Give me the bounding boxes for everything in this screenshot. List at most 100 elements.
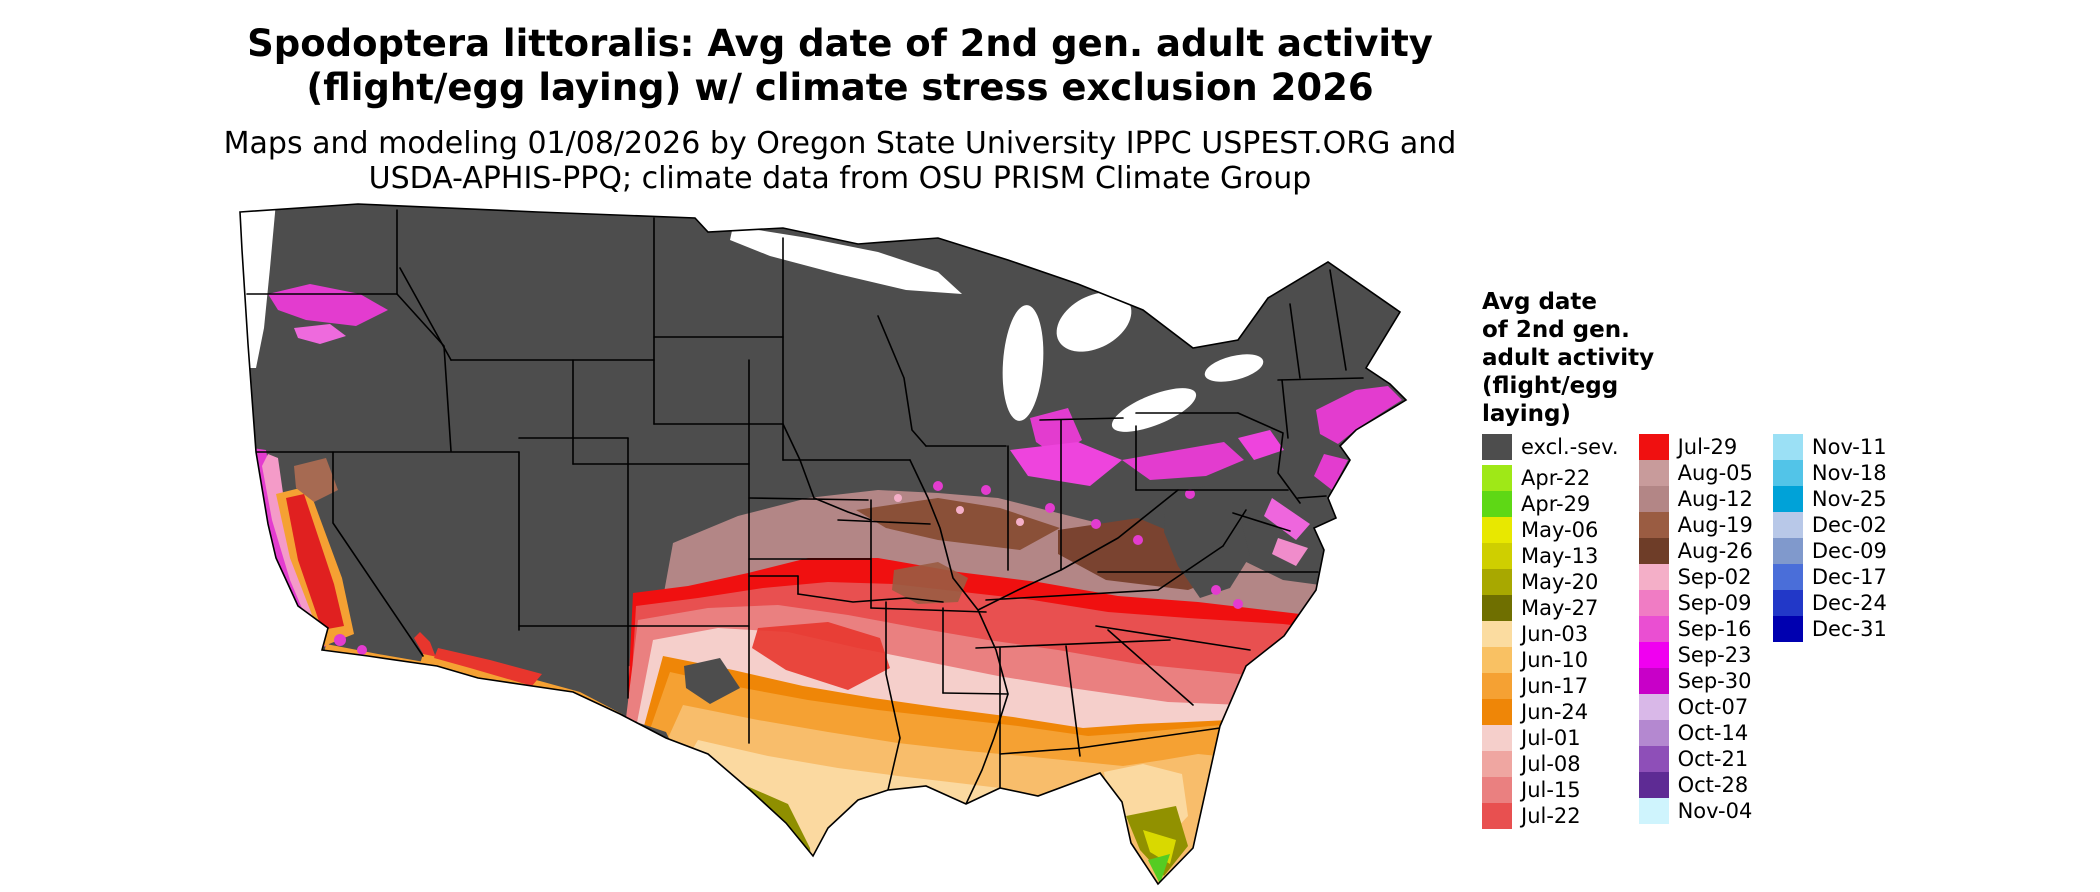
legend-entry-label: Jul-01 <box>1521 726 1581 750</box>
legend-color-swatch <box>1772 512 1803 538</box>
legend-color-swatch <box>1638 746 1669 772</box>
legend-entry-label: Oct-28 <box>1677 773 1749 797</box>
legend-entry-label: Dec-31 <box>1811 617 1887 641</box>
legend-color-swatch <box>1482 777 1512 803</box>
legend-entry: Jul-15 <box>1482 777 1619 803</box>
legend-color-swatch <box>1638 694 1669 720</box>
legend-entry: Aug-05 <box>1638 460 1753 486</box>
legend-color-swatch <box>1772 538 1803 564</box>
legend-entry: Aug-26 <box>1638 538 1753 564</box>
legend-entry-label: Aug-05 <box>1677 461 1753 485</box>
legend-color-swatch <box>1638 642 1669 668</box>
legend-entry-label: Aug-26 <box>1677 539 1753 563</box>
legend-color-swatch <box>1482 803 1512 829</box>
legend-entry-label: Sep-02 <box>1677 565 1752 589</box>
legend-color-swatch <box>1638 798 1669 824</box>
legend-entry-label: Nov-11 <box>1811 435 1887 459</box>
legend-entry: Nov-04 <box>1638 798 1753 824</box>
legend-entry: Sep-16 <box>1638 616 1753 642</box>
legend-entry: Nov-11 <box>1772 434 1887 460</box>
legend-column: excl.-sev. Apr-22 Apr-29 May-06 May-13 May-20… <box>1482 434 1619 829</box>
legend-title: Avg date of 2nd gen. adult activity (fli… <box>1482 288 1887 428</box>
legend-entry-label: Sep-16 <box>1677 617 1752 641</box>
legend-entry: Jun-17 <box>1482 673 1619 699</box>
legend-color-swatch <box>1638 538 1669 564</box>
legend-color-swatch <box>1482 517 1512 543</box>
legend-column: Jul-29 Aug-05 Aug-12 Aug-19 Aug-26 Sep-02 Sep-… <box>1638 434 1753 824</box>
legend-color-swatch <box>1482 751 1512 777</box>
legend-title-line: of 2nd gen. <box>1482 317 1630 343</box>
legend-entry-label: Sep-09 <box>1677 591 1752 615</box>
legend-color-swatch <box>1772 564 1803 590</box>
legend-color-swatch <box>1638 434 1669 460</box>
legend-title-line: (flight/egg <box>1482 373 1619 399</box>
us-choropleth-map <box>239 203 1407 885</box>
legend-color-swatch <box>1638 460 1669 486</box>
legend-entry: May-06 <box>1482 517 1619 543</box>
legend-color-swatch <box>1482 699 1512 725</box>
legend-color-swatch <box>1482 725 1512 751</box>
legend-entry: Oct-21 <box>1638 746 1753 772</box>
legend-color-swatch <box>1482 569 1512 595</box>
legend-entry-label: Aug-19 <box>1677 513 1753 537</box>
legend-entry-label: Nov-04 <box>1677 799 1753 823</box>
legend-entry: Sep-23 <box>1638 642 1753 668</box>
legend-color-swatch <box>1638 590 1669 616</box>
legend-entry: excl.-sev. <box>1482 434 1619 460</box>
legend-entry: Aug-19 <box>1638 512 1753 538</box>
legend-entry: Jul-01 <box>1482 725 1619 751</box>
legend-title-line: laying) <box>1482 401 1571 427</box>
legend-title-line: adult activity <box>1482 345 1655 371</box>
legend-entry: Oct-07 <box>1638 694 1753 720</box>
legend-color-swatch <box>1482 543 1512 569</box>
legend-columns: excl.-sev. Apr-22 Apr-29 May-06 May-13 May-20… <box>1482 434 1887 829</box>
legend-entry-label: Oct-14 <box>1677 721 1749 745</box>
title-block: Spodoptera littoralis: Avg date of 2nd g… <box>150 22 1530 196</box>
page-title-line1: Spodoptera littoralis: Avg date of 2nd g… <box>247 22 1433 65</box>
legend-entry-label: May-13 <box>1521 544 1599 568</box>
legend-color-swatch <box>1772 590 1803 616</box>
legend-entry-label: Dec-24 <box>1811 591 1887 615</box>
legend-entry-label: Jul-22 <box>1521 804 1581 828</box>
legend-entry: Apr-22 <box>1482 465 1619 491</box>
legend-color-swatch <box>1482 673 1512 699</box>
legend-entry: May-20 <box>1482 569 1619 595</box>
legend-entry: Aug-12 <box>1638 486 1753 512</box>
legend-entry-label: Jul-08 <box>1521 752 1581 776</box>
great-lakes <box>730 226 1264 432</box>
legend-entry: Dec-09 <box>1772 538 1887 564</box>
legend-entry: Jun-10 <box>1482 647 1619 673</box>
legend-entry: Dec-02 <box>1772 512 1887 538</box>
legend-entry: Oct-28 <box>1638 772 1753 798</box>
legend-entry: May-27 <box>1482 595 1619 621</box>
legend-entry: Jul-08 <box>1482 751 1619 777</box>
legend-entry: Oct-14 <box>1638 720 1753 746</box>
legend-entry-label: Dec-17 <box>1811 565 1887 589</box>
legend-entry-label: Dec-09 <box>1811 539 1887 563</box>
legend-entry-label: Jun-17 <box>1521 674 1589 698</box>
legend-color-swatch <box>1772 486 1803 512</box>
legend-color-swatch <box>1638 616 1669 642</box>
legend-entry-label: May-20 <box>1521 570 1599 594</box>
legend-color-swatch <box>1772 460 1803 486</box>
legend-entry: Dec-31 <box>1772 616 1887 642</box>
legend-entry-label: Jul-15 <box>1521 778 1581 802</box>
legend-entry: Sep-30 <box>1638 668 1753 694</box>
legend-entry: Sep-02 <box>1638 564 1753 590</box>
legend-entry-label: May-27 <box>1521 596 1599 620</box>
legend-entry: Dec-17 <box>1772 564 1887 590</box>
map-color-regions <box>240 204 1406 884</box>
legend-color-swatch <box>1638 720 1669 746</box>
legend-entry: May-13 <box>1482 543 1619 569</box>
legend-entry-label: Sep-30 <box>1677 669 1752 693</box>
legend-entry: Sep-09 <box>1638 590 1753 616</box>
legend-color-swatch <box>1482 465 1512 491</box>
legend-entry: Jul-22 <box>1482 803 1619 829</box>
map-panel <box>238 198 1418 892</box>
legend-color-swatch <box>1638 564 1669 590</box>
state-borders <box>246 209 1364 805</box>
legend-color-swatch <box>1638 668 1669 694</box>
legend-entry: Nov-18 <box>1772 460 1887 486</box>
legend-color-swatch <box>1482 434 1512 460</box>
